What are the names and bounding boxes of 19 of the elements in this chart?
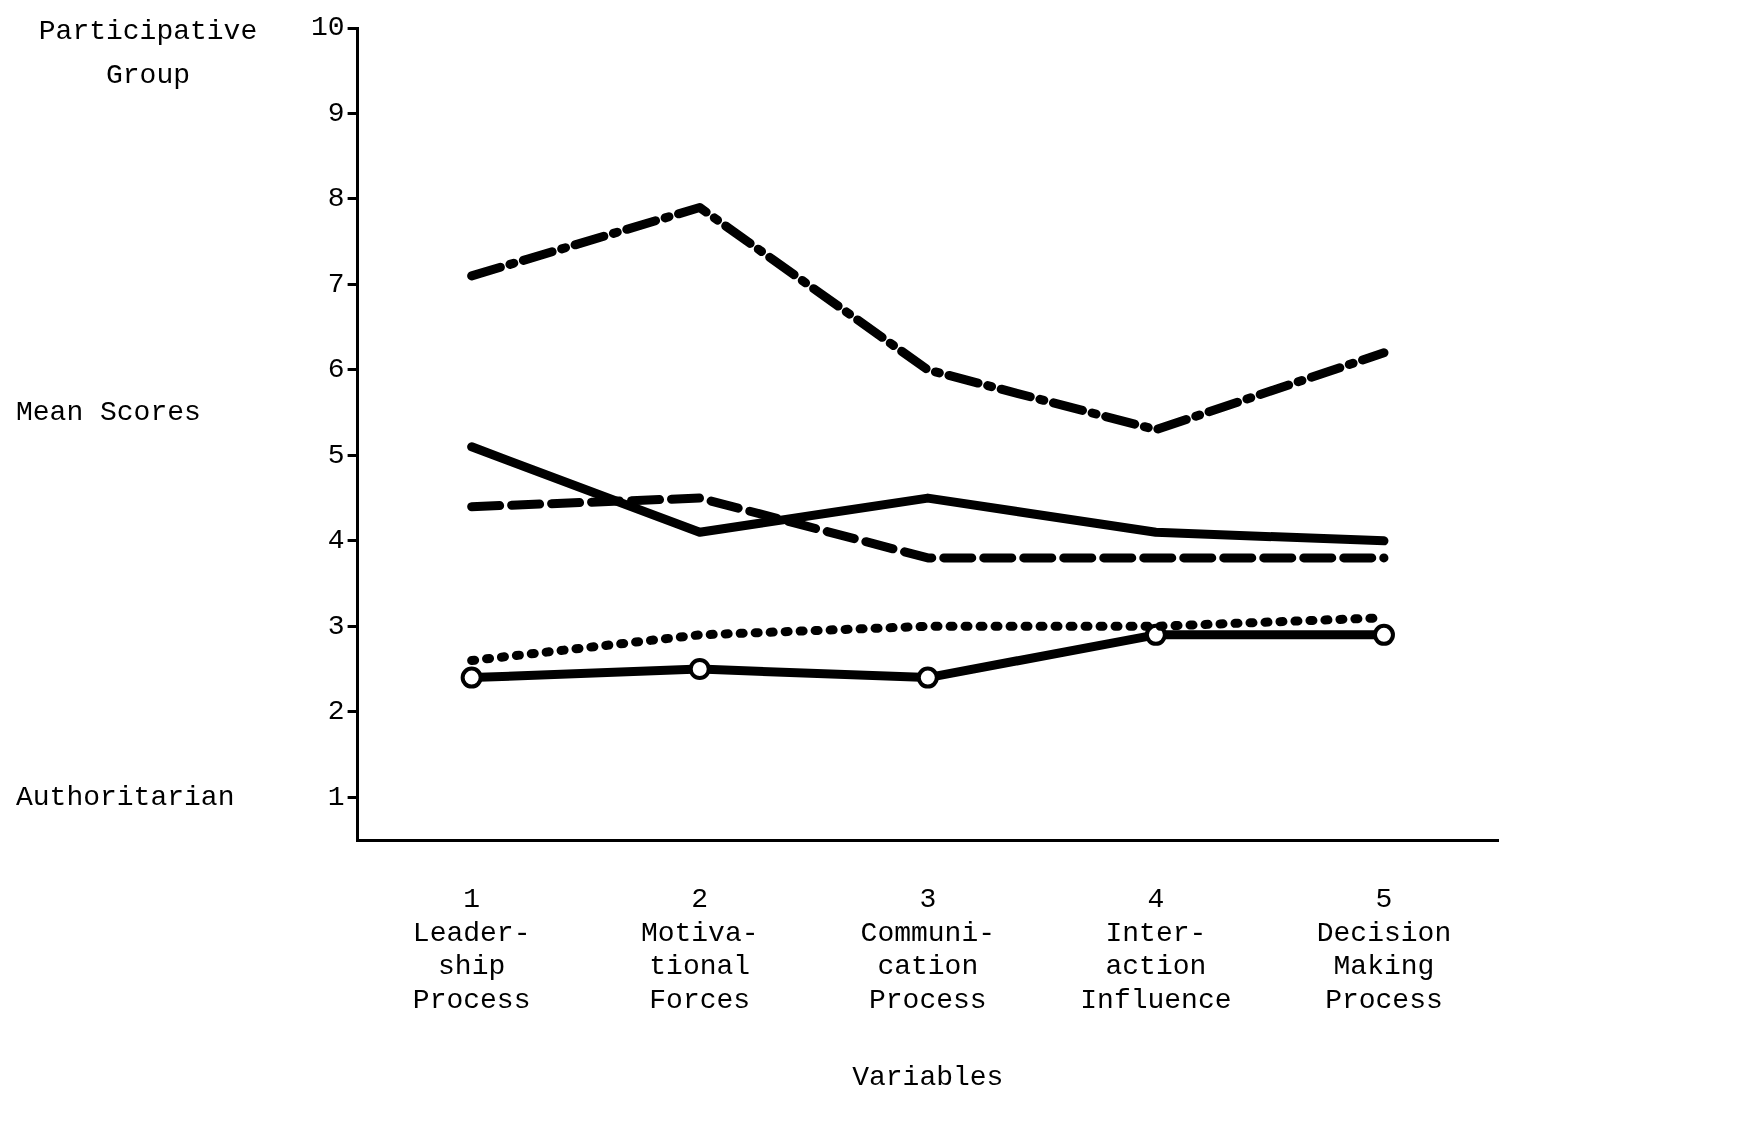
x-tick-label: 1 Leader- ship Process	[412, 884, 531, 1017]
x-axis-title: Variables	[852, 1061, 1004, 1093]
y-tick-label: 5	[327, 439, 345, 471]
y-tick-label: 9	[327, 97, 345, 129]
y-tick-label: 4	[327, 525, 345, 557]
text: Authoritarian	[16, 781, 235, 813]
y-tick-label: 6	[327, 354, 345, 386]
y-tick-label: 1	[327, 781, 345, 813]
x-tick-label: 5 Decision Making Process	[1316, 884, 1452, 1017]
y-axis-title: Mean Scores	[16, 397, 201, 429]
y-tick-label: 3	[327, 610, 345, 642]
y-tick-label: 2	[327, 696, 345, 728]
y-tick-label: 10	[311, 12, 345, 44]
x-tick-label: 3 Communi- cation Process	[860, 884, 996, 1017]
x-tick-label: 4 Inter- action Influence	[1080, 884, 1232, 1017]
y-tick-label: 7	[327, 268, 345, 300]
text: Participative Group	[38, 16, 258, 92]
x-tick-label: 2 Motiva- tional Forces	[640, 884, 759, 1017]
y-tick-label: 8	[327, 183, 345, 215]
